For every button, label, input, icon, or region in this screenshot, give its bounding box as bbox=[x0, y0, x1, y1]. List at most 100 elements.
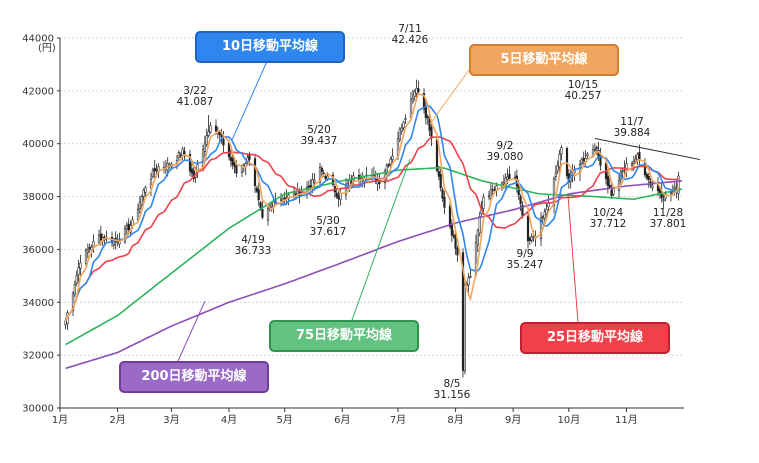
candle-body bbox=[190, 168, 193, 174]
candle-body bbox=[86, 249, 89, 253]
ma200-line bbox=[65, 180, 683, 370]
candle-body bbox=[606, 175, 609, 186]
candle-body bbox=[582, 158, 585, 161]
candle-body bbox=[84, 249, 88, 264]
annotation-date: 10/15 bbox=[568, 79, 598, 91]
candle-body bbox=[424, 107, 427, 118]
candle-body bbox=[673, 186, 676, 190]
legend-leader-lines bbox=[177, 58, 579, 362]
candle-body bbox=[318, 167, 322, 183]
candle-body bbox=[229, 157, 232, 161]
annotation-date: 5/20 bbox=[307, 124, 331, 136]
candle-body bbox=[255, 187, 258, 192]
y-tick-label: 42000 bbox=[22, 86, 54, 97]
candle-body bbox=[177, 152, 180, 158]
candle-body bbox=[203, 142, 206, 152]
legend-box: 25日移動平均線 bbox=[520, 322, 670, 354]
annotation-value: 37.801 bbox=[650, 218, 687, 230]
x-tick-label: 11月 bbox=[615, 414, 638, 426]
candle-body bbox=[279, 198, 283, 201]
candle-body bbox=[612, 188, 615, 195]
candle-body bbox=[207, 131, 210, 136]
candle-body bbox=[123, 227, 127, 243]
candle-body bbox=[209, 125, 212, 133]
candle-body bbox=[506, 176, 509, 180]
leader-line bbox=[351, 158, 411, 321]
annotation-value: 39.437 bbox=[301, 135, 338, 147]
candle-body bbox=[543, 211, 546, 219]
candle-body bbox=[599, 155, 602, 166]
candle-body bbox=[662, 199, 665, 202]
x-tick-label: 2月 bbox=[109, 414, 125, 426]
candle-body bbox=[138, 202, 141, 210]
candle-body bbox=[463, 284, 466, 372]
candle-body bbox=[580, 158, 583, 164]
candle-body bbox=[259, 202, 262, 209]
candle-body bbox=[608, 184, 611, 188]
candle-body bbox=[142, 189, 145, 197]
candle-body bbox=[617, 179, 621, 191]
candle-body bbox=[387, 164, 390, 167]
candle-body bbox=[320, 167, 323, 172]
candle-body bbox=[435, 139, 439, 171]
candle-body bbox=[636, 153, 639, 160]
annotation-date: 3/22 bbox=[183, 85, 207, 97]
y-tick-label: 34000 bbox=[22, 298, 54, 309]
candle-body bbox=[151, 170, 154, 178]
candle-body bbox=[487, 195, 491, 198]
annotation-value: 39.884 bbox=[614, 127, 651, 139]
legend-box: 10日移動平均線 bbox=[195, 31, 345, 63]
candle-body bbox=[183, 151, 186, 157]
candle-body bbox=[452, 235, 455, 237]
candle-body bbox=[545, 209, 548, 215]
candle-body bbox=[348, 179, 351, 187]
candle-body bbox=[140, 195, 143, 206]
candle-body bbox=[233, 162, 236, 167]
leader-line bbox=[231, 58, 269, 141]
candle-body bbox=[153, 168, 156, 172]
candle-body bbox=[528, 237, 531, 241]
candle-body bbox=[530, 236, 533, 241]
y-tick-label: 30000 bbox=[22, 404, 54, 415]
candle-body bbox=[647, 175, 650, 180]
candle-body bbox=[478, 216, 481, 234]
candle-body bbox=[489, 188, 492, 199]
candle-body bbox=[231, 158, 234, 166]
candle-body bbox=[552, 178, 556, 206]
candle-body bbox=[75, 275, 78, 284]
candle-body bbox=[257, 189, 260, 201]
candle-body bbox=[77, 267, 80, 276]
candle-body bbox=[558, 154, 561, 168]
annotation-date: 7/11 bbox=[398, 23, 422, 35]
grid-lines bbox=[60, 37, 684, 409]
candle-body bbox=[469, 275, 472, 278]
candle-body bbox=[411, 97, 414, 102]
candle-body bbox=[71, 292, 75, 312]
candle-body bbox=[118, 240, 121, 245]
candle-body bbox=[467, 277, 470, 286]
candle-body bbox=[415, 87, 418, 94]
candle-body bbox=[593, 149, 596, 151]
candle-body bbox=[439, 174, 442, 189]
candle-body bbox=[196, 164, 199, 171]
candle-body bbox=[335, 192, 338, 198]
candle-body bbox=[144, 187, 147, 193]
candle-body bbox=[443, 197, 446, 208]
x-tick-label: 3月 bbox=[163, 414, 179, 426]
candle-body bbox=[324, 176, 327, 179]
trend-line bbox=[594, 137, 701, 161]
candle-body bbox=[482, 196, 485, 210]
annotation-date: 9/9 bbox=[517, 248, 534, 260]
candle-body bbox=[270, 203, 273, 208]
candle-body bbox=[630, 163, 634, 166]
moving-average-lines bbox=[64, 92, 701, 370]
annotation-value: 36.733 bbox=[235, 245, 272, 257]
candle-body bbox=[476, 229, 479, 246]
annotation-value: 35.247 bbox=[507, 259, 544, 271]
candle-body bbox=[339, 192, 342, 200]
ma5-line bbox=[64, 92, 680, 322]
y-tick-label: 40000 bbox=[22, 139, 54, 150]
candle-body bbox=[253, 158, 257, 186]
x-tick-label: 6月 bbox=[334, 414, 350, 426]
